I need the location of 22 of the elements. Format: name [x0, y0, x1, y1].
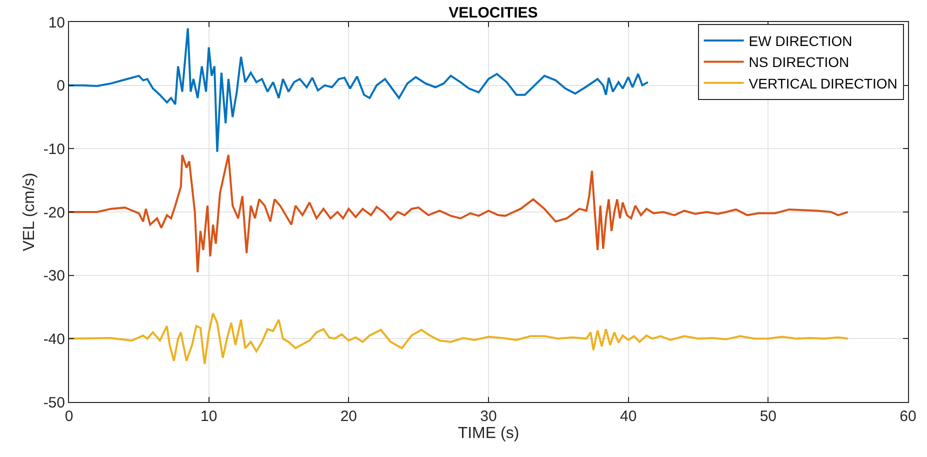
line-series: [69, 27, 649, 153]
legend-label: EW DIRECTION: [748, 32, 852, 49]
y-tick-label: -20: [43, 204, 65, 222]
y-axis-title: VEL (cm/s): [21, 172, 38, 252]
y-tick-label: -10: [43, 140, 65, 158]
y-tick-label: -30: [43, 268, 65, 285]
line-series: [69, 154, 849, 274]
x-tick-label: 20: [340, 408, 358, 425]
x-tick-label: 50: [760, 408, 777, 425]
y-tick-label: -50: [43, 394, 65, 412]
x-tick-label: 10: [200, 408, 218, 425]
x-tick-label: 30: [480, 408, 497, 425]
y-tick-label: 0: [56, 78, 65, 95]
x-axis-title: TIME (s): [458, 425, 520, 442]
x-tick-label: 40: [620, 408, 637, 425]
y-tick-label: 10: [48, 14, 65, 32]
y-tick-label: -40: [43, 330, 65, 348]
line-series: [69, 312, 849, 365]
legend-label: NS DIRECTION: [748, 54, 850, 70]
legend-label: VERTICAL DIRECTION: [748, 75, 898, 92]
chart-title: VELOCITIES: [448, 4, 538, 22]
x-tick-label: 60: [900, 408, 916, 425]
